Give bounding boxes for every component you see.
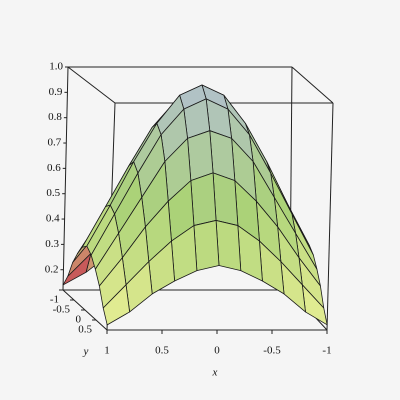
z-tick-label: 1.0 — [49, 61, 63, 73]
x-tick-label: 1 — [104, 345, 110, 357]
z-tick-label: 0.5 — [46, 187, 60, 199]
surface-patch — [212, 172, 239, 226]
z-tick-label: 0.8 — [48, 111, 62, 123]
x-axis-label: x — [212, 367, 218, 379]
surface-patch — [215, 220, 242, 272]
z-tick-label: 0.7 — [48, 137, 62, 149]
z-tick-label: 0.9 — [49, 86, 63, 98]
y-axis-label: y — [83, 346, 89, 358]
surface-patch — [187, 130, 214, 182]
x-tick-label: -0.5 — [263, 345, 281, 357]
y-tick-label: 0 — [76, 314, 82, 326]
box-edge — [62, 66, 69, 291]
y-tick-label: 0.5 — [78, 324, 92, 336]
box-edge — [326, 102, 334, 331]
surface-patch — [193, 220, 220, 272]
x-tick-label: 0.5 — [155, 345, 169, 357]
surface-patch — [102, 284, 131, 326]
surface-patch — [190, 172, 217, 226]
z-tick-label: 0.4 — [46, 213, 60, 225]
z-tick-label: 0.2 — [45, 263, 59, 275]
y-tick-label: -1 — [50, 294, 59, 306]
box-edge — [291, 66, 334, 104]
box-edge — [67, 66, 116, 104]
z-tick-label: 0.3 — [45, 238, 59, 250]
x-tick-label: -1 — [322, 345, 331, 357]
z-tick-label: 0.6 — [47, 162, 61, 174]
x-tick-label: 0 — [214, 345, 220, 357]
y-tick-label: -0.5 — [53, 304, 71, 316]
